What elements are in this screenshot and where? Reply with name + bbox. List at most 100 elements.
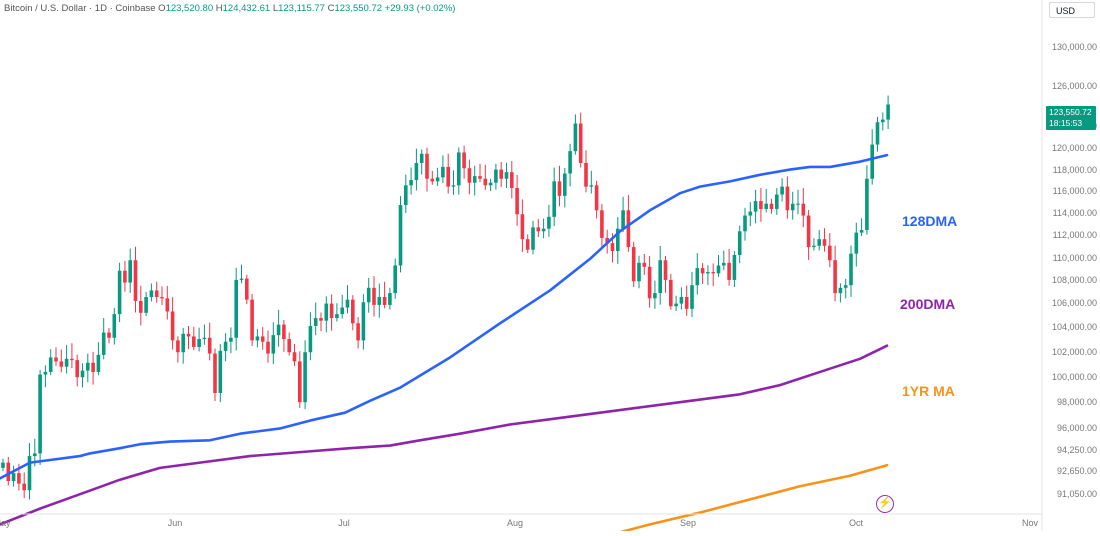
candle-body: [80, 370, 85, 378]
change-value: +29.93 (+0.02%): [384, 3, 456, 14]
candle-body: [621, 210, 625, 229]
candle-body: [86, 362, 90, 371]
candle-body: [245, 278, 249, 300]
candle-body: [64, 358, 69, 367]
candle-body: [292, 352, 297, 362]
candle-body: [382, 297, 387, 305]
candles-layer: [1, 95, 890, 500]
currency-selector[interactable]: USD: [1049, 2, 1095, 18]
candle-body: [430, 178, 435, 182]
y-tick-label: 100,000.00: [1052, 372, 1097, 382]
candle-body: [881, 119, 885, 123]
candle-body: [769, 203, 774, 209]
candle-body: [886, 104, 890, 120]
candle-body: [796, 203, 800, 205]
candle-body: [255, 336, 260, 341]
candle-body: [653, 293, 657, 299]
candle-body: [488, 182, 493, 186]
candle-body: [610, 243, 615, 252]
candle-body: [605, 237, 609, 244]
candle-body: [324, 303, 329, 321]
candle-body: [483, 178, 488, 186]
candle-body: [38, 374, 42, 454]
candle-body: [589, 185, 594, 187]
candle-body: [843, 285, 848, 288]
ma200-line: [0, 344, 889, 526]
candle-body: [181, 333, 185, 353]
candle-body: [409, 180, 413, 186]
candle-body: [139, 300, 143, 313]
candle-body: [467, 168, 472, 183]
candle-body: [541, 228, 546, 232]
candle-body: [335, 314, 339, 319]
y-tick-label: 96,000.00: [1057, 423, 1097, 433]
candle-body: [149, 290, 154, 298]
candle-body: [658, 260, 662, 294]
candle-body: [833, 260, 837, 294]
candle-body: [494, 169, 498, 183]
candle-body: [642, 262, 647, 267]
y-tick-label: 126,000.00: [1052, 81, 1097, 91]
candle-body: [663, 260, 668, 280]
candle-body: [748, 211, 753, 216]
candle-body: [419, 153, 424, 163]
symbol-header: Bitcoin / U.S. Dollar · 1D · Coinbase O1…: [4, 3, 455, 14]
candle-body: [239, 278, 244, 280]
candle-body: [631, 247, 636, 282]
y-tick-label: 106,000.00: [1052, 298, 1097, 308]
candle-body: [27, 456, 32, 491]
candle-body: [176, 340, 180, 353]
candle-body: [43, 371, 48, 375]
candle-body: [759, 201, 763, 209]
candle-body: [828, 245, 832, 261]
y-tick-label: 104,000.00: [1052, 322, 1097, 332]
candle-body: [308, 325, 313, 353]
series-label: 1YR MA: [902, 383, 955, 399]
candle-body: [271, 335, 276, 354]
candle-body: [372, 287, 376, 305]
lightning-icon[interactable]: ⚡: [876, 495, 894, 513]
y-tick-label: 130,000.00: [1052, 42, 1097, 52]
candle-body: [59, 361, 64, 367]
candle-body: [838, 287, 843, 294]
candle-body: [499, 169, 503, 179]
candle-body: [504, 172, 509, 179]
candle-body: [197, 339, 201, 347]
candle-body: [737, 231, 742, 255]
candle-body: [478, 176, 482, 179]
candle-body: [684, 297, 689, 309]
candle-body: [404, 185, 408, 206]
candle-body: [298, 361, 302, 403]
candle-body: [859, 230, 864, 233]
candle-body: [568, 151, 572, 174]
low-value: 123,115.77: [278, 3, 325, 14]
candle-body: [11, 473, 16, 482]
candle-body: [17, 473, 21, 484]
candle-body: [647, 266, 652, 299]
candle-body: [716, 265, 721, 274]
candle-body: [520, 214, 525, 240]
close-label: C: [327, 3, 335, 14]
high-label: H: [215, 3, 223, 14]
candle-body: [388, 293, 392, 305]
ma1yr-line: [600, 463, 889, 536]
open-label: O: [158, 3, 166, 14]
candle-body: [865, 178, 869, 230]
y-tick-label: 114,000.00: [1053, 208, 1097, 218]
candle-body: [669, 279, 673, 307]
candle-body: [706, 272, 710, 274]
candle-body: [345, 299, 350, 308]
candle-body: [361, 302, 366, 341]
candle-body: [22, 483, 26, 491]
candle-body: [552, 181, 556, 217]
candle-body: [260, 336, 265, 342]
candle-body: [510, 172, 514, 188]
candle-body: [785, 186, 790, 211]
candle-body: [557, 181, 562, 196]
candle-body: [75, 360, 79, 378]
candle-body: [679, 297, 684, 304]
candle-body: [234, 279, 238, 338]
candle-body: [229, 337, 233, 342]
